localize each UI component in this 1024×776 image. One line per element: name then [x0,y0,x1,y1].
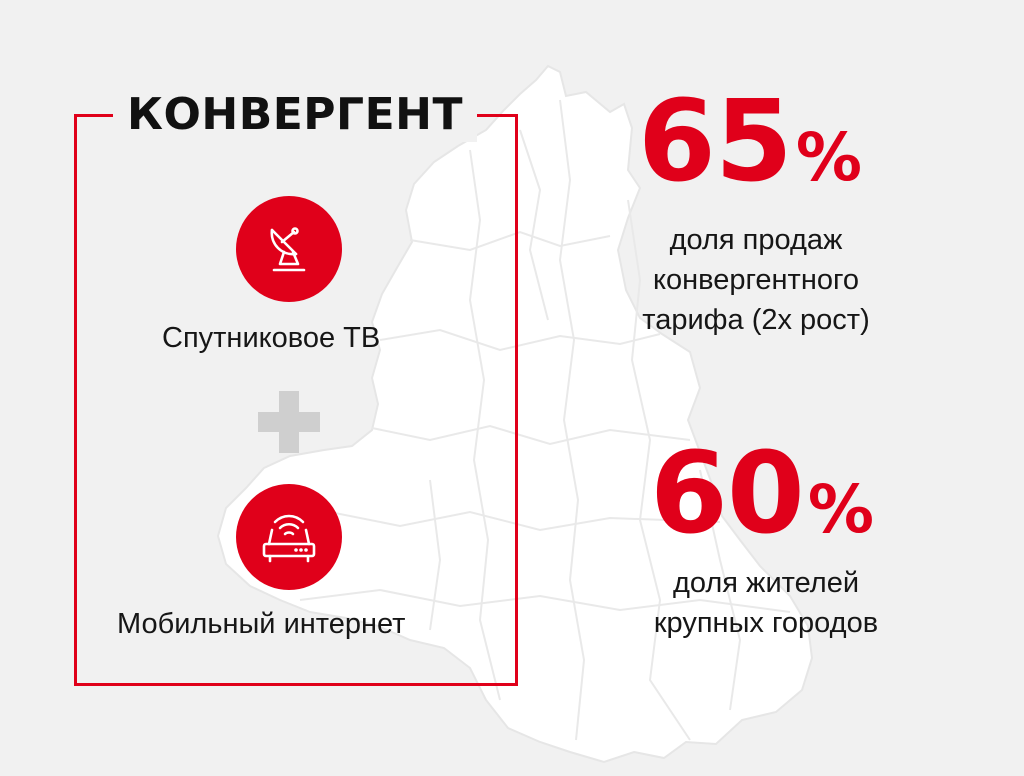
stat-value-sales: 65% [638,86,862,214]
stat-value-residents: 60% [650,438,874,566]
service-label-satellite: Спутниковое ТВ [162,322,381,354]
caption-line: крупных городов [653,607,879,639]
stat-caption-residents: доля жителей крупных городов [612,563,920,643]
box-title: КОНВЕРГЕНТ [113,88,477,142]
stat-unit: % [807,471,874,548]
stat-number: 65 [638,77,793,207]
mobile-internet-badge [236,484,342,590]
stat-unit: % [795,119,862,196]
caption-line: тарифа (2х рост) [642,304,870,336]
caption-line: доля жителей [672,567,860,599]
caption-line: конвергентного [652,264,860,296]
stat-number: 60 [650,429,805,559]
caption-line: доля продаж [669,224,843,256]
plus-icon [258,391,320,453]
satellite-tv-badge [236,196,342,302]
service-label-internet: Мобильный интернет [117,608,406,640]
stat-caption-sales: доля продаж конвергентного тарифа (2х ро… [612,220,900,340]
satellite-dish-icon [270,227,306,272]
wifi-router-icon [262,514,316,563]
